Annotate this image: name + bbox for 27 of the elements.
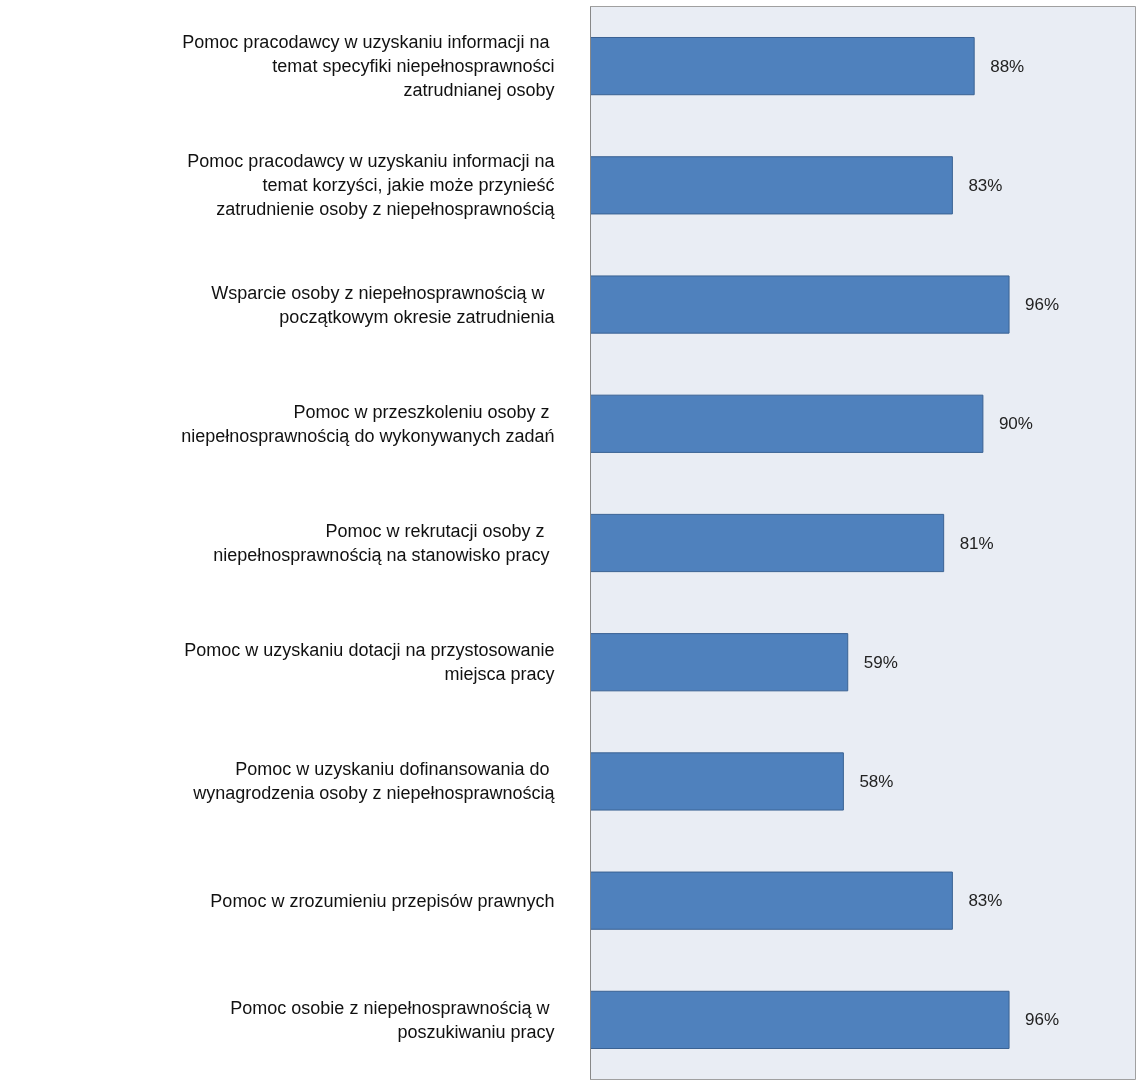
bar [590,752,844,811]
bar [590,513,945,573]
data-label: 83% [968,891,1003,911]
data-label: 90% [998,414,1033,434]
y-tick-label: Pomoc pracodawcy w uzyskaniu informacji na temat korzyści, jakie może przynieść zatrudnienie osoby z niepełnosprawnością [187,151,556,220]
bar [590,394,984,453]
data-label: 88% [990,56,1025,76]
bar [590,156,953,215]
data-label: 58% [859,771,894,791]
data-label: 81% [959,533,994,553]
y-tick-label: Pomoc w zrozumieniu przepisów prawnych [210,890,555,911]
y-tick-label: Pomoc w przeszkoleniu osoby z niepełnosprawnością do wykonywanych zadań [181,401,555,446]
y-tick-label: Pomoc w uzyskaniu dotacji na przystosowanie miejsca pracy [184,640,555,685]
y-tick-label: Wsparcie osoby z niepełnosprawnością w początkowym okresie zatrudnienia [211,282,556,327]
bar [590,871,953,930]
bar [590,37,975,96]
data-label: 83% [968,175,1003,195]
y-tick-label: Pomoc w rekrutacji osoby z niepełnosprawnością na stanowisko pracy [213,521,550,565]
y-tick-label: Pomoc pracodawcy w uzyskaniu informacji na temat specyfiki niepełnosprawności zatrudnianej osoby [182,32,555,101]
bar [590,275,1010,334]
data-label: 96% [1025,295,1060,315]
y-tick-label: Pomoc w uzyskaniu dofinansowania do wynagrodzenia osoby z niepełnosprawnością [192,759,556,804]
y-tick-label: Pomoc osobie z niepełnosprawnością w poszukiwaniu pracy [230,997,555,1042]
data-label: 96% [1025,1010,1060,1030]
data-label: 59% [863,652,898,672]
bar [590,990,1010,1049]
bar [590,633,849,692]
